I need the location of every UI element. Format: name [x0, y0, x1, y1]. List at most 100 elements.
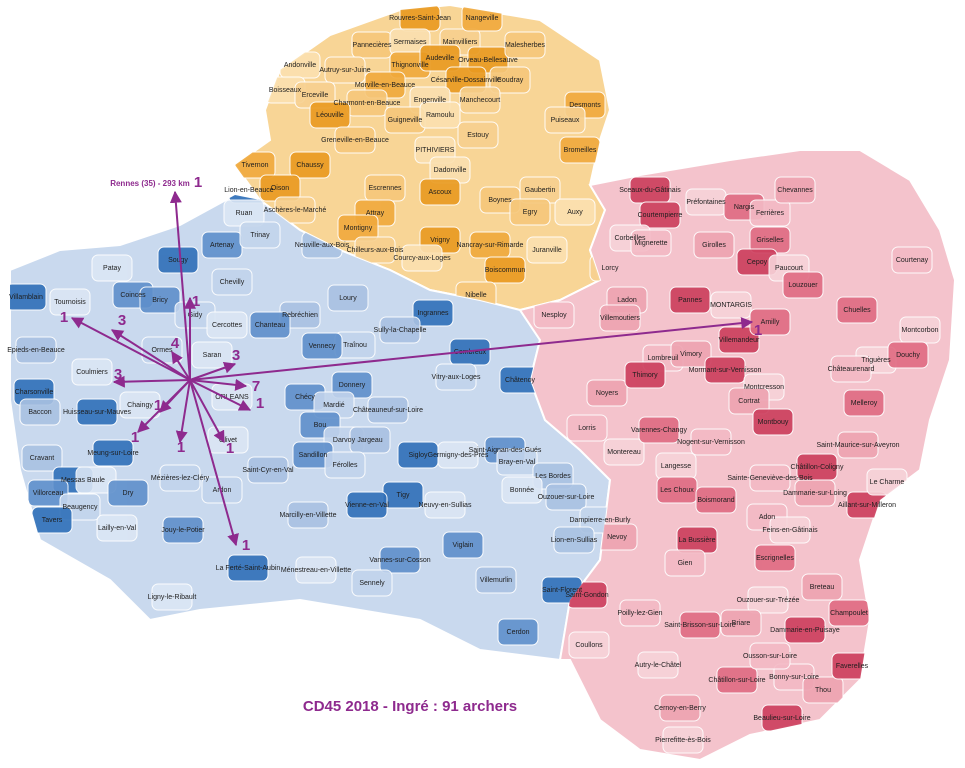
commune-label: Rouvres-Saint-Jean — [389, 15, 451, 22]
commune-cell — [794, 479, 836, 507]
commune-label: Baule — [87, 477, 105, 484]
commune-cell — [836, 296, 878, 324]
commune-cell — [639, 201, 681, 229]
commune-cell — [301, 332, 343, 360]
commune-label: Ascoux — [429, 189, 452, 196]
arrow — [189, 379, 252, 411]
commune-label: Chanteau — [255, 322, 285, 329]
commune-label: Melleroy — [851, 400, 878, 407]
commune-label: Montcorbon — [902, 327, 939, 334]
commune-label: Messas — [61, 477, 86, 484]
commune-label: Villemoutiers — [600, 315, 640, 322]
commune-cell — [747, 586, 789, 614]
commune-label: Marcilly-en-Villette — [279, 512, 336, 519]
commune-label: Erceville — [302, 92, 329, 99]
commune-label: Nevoy — [607, 534, 627, 541]
commune-cell — [162, 516, 204, 544]
commune-label: Ouzouer-sur-Loire — [538, 494, 595, 501]
commune-label: Morville-en-Beauce — [355, 82, 415, 89]
commune-label: Neuvy-en-Sullias — [419, 502, 472, 509]
commune-label: Courtempierre — [638, 212, 683, 219]
commune-label: Cernoy-en-Berry — [654, 705, 706, 712]
commune-label: Amilly — [761, 319, 780, 326]
commune-label: Dry — [123, 490, 134, 497]
commune-cell — [159, 464, 201, 492]
commune-label: Châtillon-sur-Loire — [708, 677, 765, 684]
commune-cell — [27, 479, 69, 507]
commune-cell — [484, 256, 526, 284]
commune-label: Nibelle — [465, 292, 487, 299]
commune-label: Les Bordes — [535, 473, 571, 480]
commune-label: Desmonts — [569, 102, 601, 109]
commune-cell — [324, 451, 366, 479]
commune-label: Chuelles — [843, 307, 871, 314]
commune-label: Combreux — [454, 349, 487, 356]
commune-cell — [637, 651, 679, 679]
commune-cell — [664, 549, 706, 577]
arrow-count: 3 — [114, 366, 122, 383]
commune-label: Bricy — [152, 297, 168, 304]
commune-cell — [769, 516, 811, 544]
commune-cell — [76, 398, 118, 426]
commune-cell — [693, 231, 735, 259]
commune-label: Griselles — [756, 237, 784, 244]
commune-cell — [553, 526, 595, 554]
commune-label: Aillant-sur-Milleron — [838, 502, 896, 509]
commune-cell — [437, 441, 479, 469]
commune-label: Vrigny — [430, 237, 450, 244]
commune-label: Greneville-en-Beauce — [321, 137, 389, 144]
commune-cell — [496, 448, 538, 476]
commune-cell — [401, 244, 443, 272]
commune-cell — [92, 439, 134, 467]
commune-label: Rebréchien — [282, 312, 318, 319]
commune-label: Sceaux-du-Gâtinais — [619, 187, 681, 194]
commune-label: Montcresson — [744, 384, 784, 391]
commune-cell — [718, 326, 760, 354]
arrow-count: 1 — [226, 440, 234, 457]
commune-label: Briare — [732, 620, 751, 627]
commune-label: Corbeilles — [614, 235, 646, 242]
commune-cell — [774, 176, 816, 204]
commune-cell — [324, 56, 366, 84]
commune-cell — [662, 726, 704, 754]
commune-label: Adon — [759, 514, 775, 521]
commune-cell — [716, 666, 758, 694]
commune-label: Nargis — [734, 204, 755, 211]
commune-label: PITHIVIERS — [416, 147, 455, 154]
commune-label: Sainte-Geneviève-des-Bois — [727, 475, 813, 482]
commune-label: Dadonville — [434, 167, 467, 174]
commune-label: Oison — [271, 185, 289, 192]
commune-cell — [509, 198, 551, 226]
commune-label: Vennecy — [309, 343, 336, 350]
commune-label: Autry-le-Châtel — [635, 662, 682, 669]
commune-label: Villamblain — [9, 294, 43, 301]
arrow-count: 1 — [60, 309, 68, 326]
arrow — [175, 379, 191, 444]
commune-label: Germigny-des-Prés — [428, 452, 489, 459]
commune-cell — [227, 554, 269, 582]
commune-cell — [19, 398, 61, 426]
commune-cell — [891, 246, 933, 274]
commune-label: Saran — [203, 352, 222, 359]
commune-cell — [379, 316, 421, 344]
commune-label: Cravant — [30, 455, 55, 462]
commune-label: Bou — [314, 422, 327, 429]
commune-label: Thignonville — [391, 62, 428, 69]
arrow-count: 3 — [232, 347, 240, 364]
commune-label: Donnery — [339, 382, 366, 389]
commune-label: Loury — [339, 295, 357, 302]
commune-label: Sennely — [359, 580, 385, 587]
commune-label: Chevilly — [220, 279, 245, 286]
commune-cell — [206, 311, 248, 339]
commune-label: Ladon — [617, 297, 637, 304]
commune-label: Orveau-Bellesauve — [458, 57, 518, 64]
commune-label: Huisseau-sur-Mauves — [63, 409, 132, 416]
commune-cell — [545, 483, 587, 511]
commune-cell — [107, 479, 149, 507]
arrow-count: 1 — [242, 537, 250, 554]
commune-label: Montbouy — [758, 419, 789, 426]
commune-cell — [720, 609, 762, 637]
commune-cell — [710, 291, 752, 319]
commune-label: Villemurlin — [480, 577, 512, 584]
commune-cell — [586, 379, 628, 407]
